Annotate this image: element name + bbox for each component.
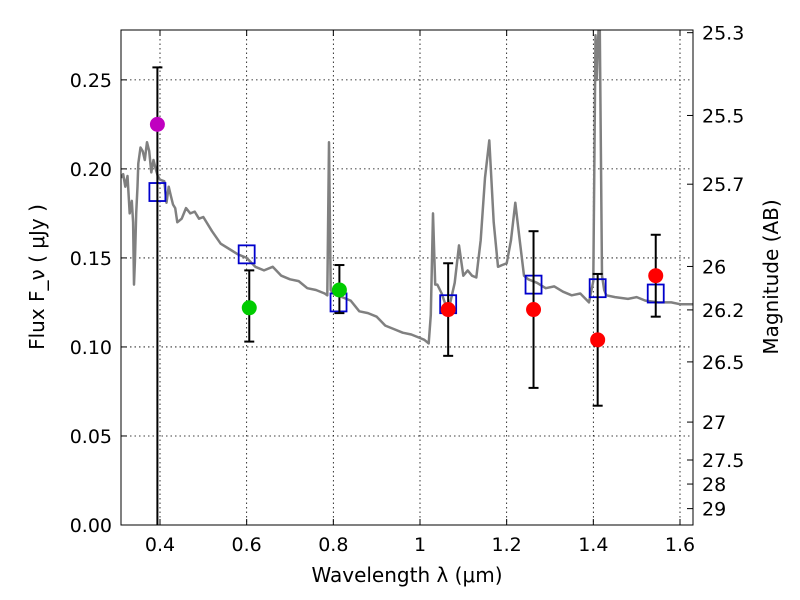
y2-tick-label: 25.3 bbox=[702, 23, 744, 45]
observed-point bbox=[526, 302, 542, 318]
marker-layer bbox=[148, 66, 665, 525]
y-tick-label: 0.00 bbox=[70, 515, 112, 537]
y-tick-label: 0.25 bbox=[70, 70, 112, 92]
x-axis-label: Wavelength λ (μm) bbox=[311, 563, 502, 587]
y2-tick-label: 29 bbox=[702, 499, 726, 521]
x-tick-label: 0.8 bbox=[318, 534, 348, 556]
y2-tick-label: 25.7 bbox=[702, 174, 744, 196]
y-tick-label: 0.10 bbox=[70, 337, 112, 359]
y2-tick-label: 26.5 bbox=[702, 352, 744, 374]
y2-tick-label: 27.5 bbox=[702, 450, 744, 472]
x-tick-label: 0.6 bbox=[232, 534, 262, 556]
model-sed-layer bbox=[121, 30, 693, 345]
observed-point bbox=[241, 300, 257, 316]
y2-tick-label: 26.2 bbox=[702, 300, 744, 322]
y2-tick-label: 26 bbox=[702, 256, 726, 278]
plot-frame bbox=[120, 29, 694, 526]
y2-tick-label: 28 bbox=[702, 474, 726, 496]
x-tick-label: 1 bbox=[414, 534, 426, 556]
observed-point bbox=[440, 302, 456, 318]
observed-point bbox=[149, 116, 165, 132]
x-tick-label: 1.2 bbox=[492, 534, 522, 556]
grid-layer bbox=[121, 30, 693, 525]
y-axis-label: Flux F_ν ( μJy ) bbox=[25, 204, 49, 350]
y2-axis-label: Magnitude (AB) bbox=[759, 199, 783, 354]
observed-point bbox=[590, 332, 606, 348]
model-photometry-square bbox=[237, 244, 256, 265]
y-tick-label: 0.15 bbox=[70, 248, 112, 270]
y2-tick-label: 25.5 bbox=[702, 105, 744, 127]
y-tick-label: 0.20 bbox=[70, 159, 112, 181]
x-tick-label: 1.6 bbox=[665, 534, 695, 556]
y2-tick-label: 27 bbox=[702, 412, 726, 434]
y-tick-label: 0.05 bbox=[70, 426, 112, 448]
x-tick-label: 1.4 bbox=[578, 534, 608, 556]
tick-layer: 0.4 0.6 0.8 1 1.2 1.4 1.6 0.00 0.05 0.10 0.15 0.20 0… bbox=[70, 23, 745, 556]
observed-point bbox=[648, 268, 664, 284]
observed-point bbox=[331, 282, 347, 298]
model-sed-line bbox=[121, 30, 693, 345]
x-tick-label: 0.4 bbox=[145, 534, 175, 556]
